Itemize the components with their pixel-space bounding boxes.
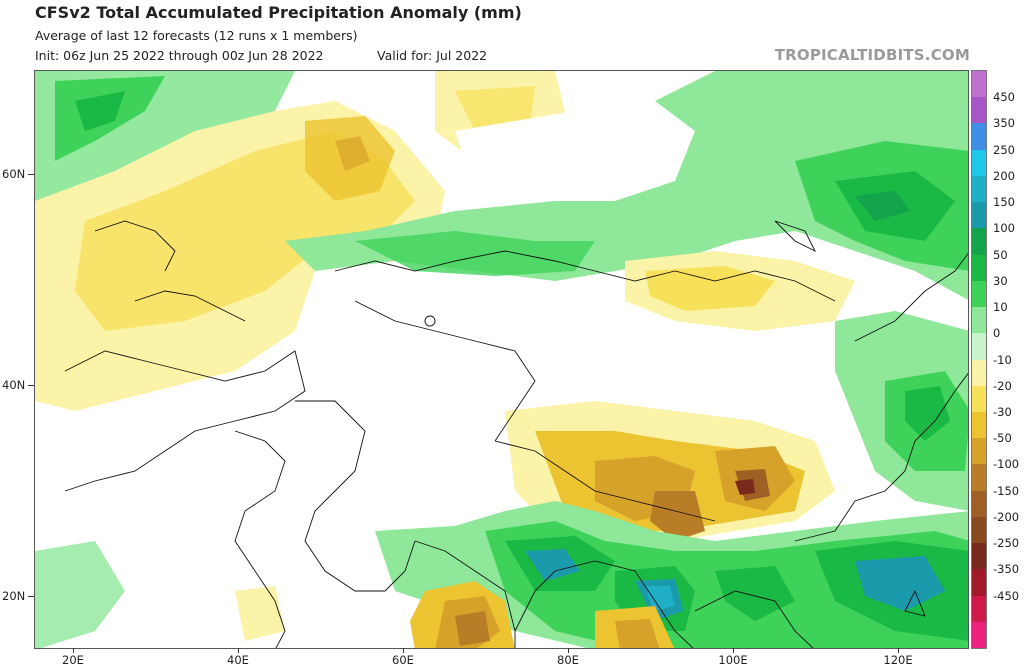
colorbar-label: -150 <box>993 483 1020 498</box>
anomaly-region <box>905 386 950 441</box>
anomaly-region <box>525 549 580 581</box>
init-text: Init: 06z Jun 25 2022 through 00z Jun 28… <box>35 48 324 63</box>
lat-label-60n: 60N <box>2 167 26 181</box>
anomaly-region <box>715 566 795 621</box>
page-title: CFSv2 Total Accumulated Precipitation An… <box>35 3 522 22</box>
anomaly-region <box>35 541 125 648</box>
lon-label-60e: 60E <box>392 653 414 667</box>
colorbar-label: 200 <box>993 168 1015 183</box>
lon-label-120e: 120E <box>883 653 913 667</box>
anomaly-region <box>455 86 535 131</box>
anomaly-region <box>455 101 695 201</box>
colorbar-segment <box>972 97 986 124</box>
colorbar-label: 0 <box>993 326 1001 341</box>
colorbar-segment <box>972 438 986 465</box>
anomaly-region <box>235 586 285 641</box>
colorbar-label: -30 <box>993 404 1012 419</box>
anomaly-region <box>650 491 705 541</box>
precip-anomaly-map <box>34 70 969 649</box>
lat-label-40n: 40N <box>2 378 26 392</box>
colorbar-segment <box>972 490 986 518</box>
colorbar-segment <box>972 569 986 597</box>
anomaly-region <box>615 619 660 648</box>
anomaly-region <box>355 231 595 276</box>
colorbar-label: -250 <box>993 536 1020 551</box>
colorbar-segment <box>972 464 986 492</box>
colorbar-segment <box>972 359 986 387</box>
colorbar-segment <box>972 202 986 229</box>
lon-label-80e: 80E <box>557 653 579 667</box>
colorbar-segment <box>972 307 986 334</box>
colorbar-label: -10 <box>993 352 1012 367</box>
colorbar-segment <box>972 149 986 177</box>
colorbar-segment <box>972 123 986 151</box>
colorbar-segment <box>972 411 986 439</box>
colorbar-label: -50 <box>993 431 1012 446</box>
colorbar-label: 150 <box>993 195 1015 210</box>
brand-watermark: TROPICALTIDBITS.COM <box>774 46 970 64</box>
colorbar-label: 100 <box>993 221 1015 236</box>
colorbar-label: 30 <box>993 273 1008 288</box>
anomaly-region <box>855 556 945 611</box>
colorbar-segment <box>972 543 986 570</box>
valid-text: Valid for: Jul 2022 <box>377 48 488 63</box>
colorbar-label: -20 <box>993 378 1012 393</box>
anomaly-region <box>735 479 755 495</box>
colorbar-segment <box>972 385 986 413</box>
colorbar-segment <box>972 228 986 256</box>
lon-tick <box>898 648 899 653</box>
colorbar-segment <box>972 280 986 308</box>
lat-tick <box>28 596 34 597</box>
colorbar-label: 450 <box>993 90 1015 105</box>
anomaly-region <box>455 611 490 646</box>
anomaly-region <box>855 191 910 221</box>
colorbar-label: -450 <box>993 588 1020 603</box>
colorbar-label: -100 <box>993 457 1020 472</box>
lat-label-20n: 20N <box>2 589 26 603</box>
colorbar-label: -350 <box>993 562 1020 577</box>
colorbar <box>971 70 987 649</box>
colorbar-segment <box>972 595 986 623</box>
colorbar-segment <box>972 516 986 544</box>
lon-label-20e: 20E <box>62 653 84 667</box>
colorbar-segment <box>972 621 986 649</box>
colorbar-label: 350 <box>993 116 1015 131</box>
colorbar-segment <box>972 71 986 98</box>
colorbar-segment <box>972 333 986 360</box>
lon-tick <box>568 648 569 653</box>
lon-tick <box>733 648 734 653</box>
colorbar-label: -200 <box>993 509 1020 524</box>
subtitle: Average of last 12 forecasts (12 runs x … <box>35 28 358 43</box>
lat-tick <box>28 385 34 386</box>
colorbar-label: 50 <box>993 247 1008 262</box>
lon-label-40e: 40E <box>227 653 249 667</box>
colorbar-label: 250 <box>993 142 1015 157</box>
anomaly-region <box>645 586 675 611</box>
lat-tick <box>28 174 34 175</box>
map-canvas <box>35 71 968 648</box>
anomaly-region <box>645 266 775 311</box>
colorbar-label: 10 <box>993 300 1008 315</box>
colorbar-segment <box>972 254 986 282</box>
lon-tick <box>73 648 74 653</box>
colorbar-segment <box>972 175 986 203</box>
coastlines <box>64 220 968 648</box>
anomaly-region <box>335 136 370 171</box>
lon-label-100e: 100E <box>718 653 748 667</box>
anomaly-region <box>75 91 125 131</box>
lon-tick <box>238 648 239 653</box>
lon-tick <box>403 648 404 653</box>
